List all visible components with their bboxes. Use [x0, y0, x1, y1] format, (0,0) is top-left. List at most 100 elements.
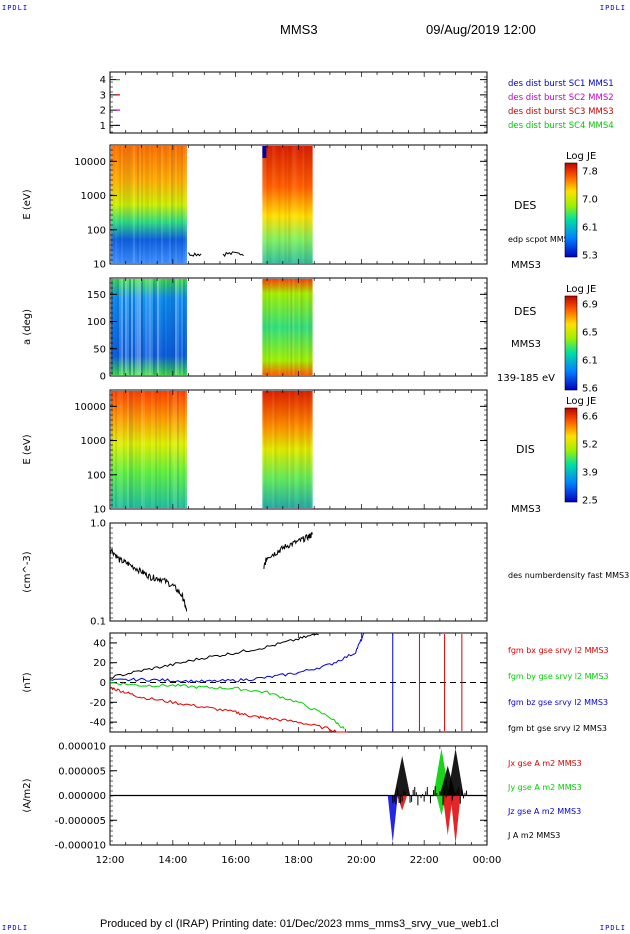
y-tick-label: 1.0 [90, 519, 106, 530]
spectrogram-edge [262, 146, 267, 158]
y-axis-label: E (eV) [22, 189, 33, 219]
spectrogram-stripe [123, 279, 125, 375]
spectrogram-stripe [155, 279, 157, 375]
spectrogram-stripe [131, 279, 133, 375]
y-axis-label: (nT) [22, 672, 33, 692]
spectrogram-stripe [294, 391, 296, 508]
spectrogram-stripe [272, 146, 275, 263]
spectrogram-stripe [296, 146, 298, 263]
corner-tag-bottom-left: IPDLI [2, 924, 29, 932]
scpot-label: edp scpot MMS3 [508, 235, 574, 244]
spectrogram-stripe [159, 279, 161, 375]
spectrogram-stripe [151, 146, 153, 263]
spectrogram-stripe [155, 146, 157, 263]
y-tick-label: 0.000000 [58, 791, 106, 802]
spectrogram-stripe [165, 279, 167, 375]
spectrogram-block [262, 279, 313, 375]
y-axis-label: (cm^-3) [22, 551, 33, 592]
spectrogram-stripe [115, 279, 117, 375]
field-line [109, 633, 319, 679]
spectrogram-stripe [270, 391, 272, 508]
spectrogram-stripe [143, 146, 145, 263]
spectrogram-stripe [119, 146, 121, 263]
current-burst [387, 795, 398, 843]
colorbar-tick-label: 6.9 [582, 300, 598, 311]
colorbar-tick-label: 6.5 [582, 328, 598, 339]
series-label: Jz gse A m2 MMS3 [507, 807, 581, 816]
spectrogram-block [262, 146, 313, 263]
spectrogram-stripe [179, 279, 181, 375]
spectrogram-stripe [274, 146, 276, 263]
y-tick-label: 100 [87, 225, 106, 236]
current-burst [442, 795, 453, 836]
spectrogram-stripe [304, 279, 306, 375]
spectrogram-stripe [266, 391, 268, 508]
spectrogram-stripe [310, 146, 312, 263]
spectrogram-stripe [266, 146, 269, 263]
spectrogram-stripe [133, 146, 135, 263]
spectrogram-stripe [284, 279, 286, 375]
spectrogram-stripe [141, 391, 143, 508]
spectrogram-stripe [274, 279, 276, 375]
y-tick-label: 100 [87, 317, 106, 328]
spectrogram-stripe [282, 146, 285, 263]
spectrogram-stripe [280, 146, 282, 263]
spectrogram-stripe [286, 146, 288, 263]
spectrogram-stripe [139, 391, 141, 508]
instrument-label: MMS3 [511, 339, 541, 350]
colorbar-title: Log JE [566, 151, 596, 162]
spectrogram-stripe [117, 146, 119, 263]
spectrogram-stripe [302, 146, 305, 263]
spectrogram-stripe [115, 391, 117, 508]
spectrogram-stripe [280, 279, 282, 375]
spectrogram-stripe [111, 146, 113, 263]
density-line [263, 532, 313, 569]
spectrogram-stripe [113, 391, 115, 508]
spectrogram-stripe [113, 279, 115, 375]
spectrogram-stripe [282, 391, 285, 508]
spectrogram-stripe [131, 146, 133, 263]
spectrogram-stripe [145, 146, 147, 263]
spectrogram-stripe [270, 279, 273, 375]
spectrogram-stripe [173, 146, 175, 263]
spectrogram-stripe [143, 279, 145, 375]
spectrogram-stripe [284, 146, 287, 263]
colorbar-tick-label: 5.3 [582, 251, 598, 262]
colorbar [564, 295, 578, 391]
spectrogram-stripe [165, 146, 167, 263]
spectrogram-stripe [121, 146, 123, 263]
y-tick-label: 10000 [74, 402, 106, 413]
y-tick-label: 0.1 [90, 617, 106, 628]
spectrogram-stripe [151, 391, 153, 508]
y-tick-label: 1 [100, 121, 106, 132]
spectrogram-stripe [171, 146, 173, 263]
colorbar [564, 407, 578, 503]
x-tick-label: 14:00 [158, 855, 187, 866]
mission-title: MMS3 [280, 22, 318, 37]
colorbar-tick-label: 7.0 [582, 195, 598, 206]
y-tick-label: 40 [93, 638, 106, 649]
spectrogram-stripe [175, 279, 177, 375]
legend-entry: des dist burst SC4 MMS4 [508, 121, 614, 131]
spectrogram-stripe [276, 146, 278, 263]
spectrogram-stripe [179, 391, 181, 508]
spectrogram-stripe [308, 391, 311, 508]
spectrogram-stripe [288, 279, 291, 375]
spectrogram-stripe [125, 279, 127, 375]
spectrogram-stripe [149, 391, 151, 508]
y-tick-label: -40 [90, 718, 106, 729]
y-tick-label: 10000 [74, 157, 106, 168]
spectrogram-stripe [151, 279, 153, 375]
spectrogram-stripe [312, 279, 315, 375]
x-tick-label: 20:00 [347, 855, 376, 866]
spectrogram-stripe [165, 391, 167, 508]
spectrogram-stripe [139, 146, 141, 263]
spectrogram-stripe [300, 391, 303, 508]
colorbar-tick-label: 7.8 [582, 167, 598, 178]
spectrogram-stripe [129, 146, 131, 263]
spectrogram-stripe [121, 279, 123, 375]
spectrogram-stripe [294, 146, 297, 263]
colorbar-tick-label: 5.6 [582, 384, 598, 395]
spectrogram-stripe [121, 391, 123, 508]
spectrogram-stripe [153, 146, 155, 263]
